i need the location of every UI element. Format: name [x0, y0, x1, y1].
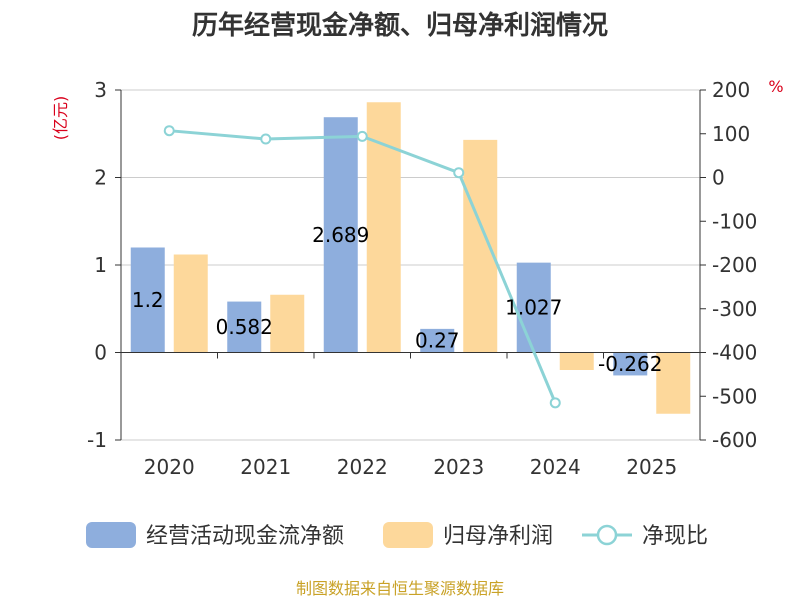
x-tick-label: 2022: [337, 455, 388, 479]
legend-swatch-profit: [383, 522, 433, 548]
right-axis-unit: %: [768, 77, 783, 96]
axes: -1 0 1 2 3 -600 -500 -400 -300 -200 -100 0 100 200 202…: [51, 77, 784, 479]
legend-swatch-cashflow: [86, 522, 136, 548]
left-tick-label: 3: [94, 78, 107, 102]
bar-profit: [270, 294, 305, 353]
left-tick-label: -1: [87, 428, 107, 452]
bar-profit: [463, 139, 498, 353]
cashflow-data-label: 0.582: [216, 315, 273, 339]
x-tick-label: 2021: [240, 455, 291, 479]
bar-profit: [559, 352, 594, 370]
cashflow-data-label: 1.027: [505, 296, 562, 320]
x-tick-label: 2020: [144, 455, 195, 479]
bar-profit: [656, 352, 691, 414]
source-note: 制图数据来自恒生聚源数据库: [296, 579, 504, 598]
legend-label-ratio: 净现比: [642, 524, 708, 549]
bar-cashflow: [613, 352, 648, 376]
bar-cashflow: [420, 328, 455, 353]
right-tick-label: -500: [712, 384, 757, 408]
left-tick-label: 2: [94, 166, 107, 190]
ratio-point: [549, 397, 561, 409]
ratio-point: [260, 133, 272, 145]
chart-title: 历年经营现金净额、归母净利润情况: [192, 10, 608, 41]
left-tick-label: 0: [94, 341, 107, 365]
cashflow-data-label: 2.689: [312, 223, 369, 247]
legend-marker-ratio: [596, 524, 618, 546]
bar-cashflow: [323, 117, 358, 353]
legend-label-profit: 归母净利润: [443, 524, 553, 549]
ratio-line-path: [169, 129, 557, 404]
ratio-line: [163, 125, 561, 409]
right-tick-label: 100: [712, 122, 750, 146]
cashflow-data-label: -0.262: [598, 352, 662, 376]
right-tick-label: 200: [712, 78, 750, 102]
ratio-point: [356, 130, 368, 142]
left-tick-label: 1: [94, 253, 107, 277]
x-tick-label: 2023: [433, 455, 484, 479]
bar-profit: [173, 254, 208, 353]
right-tick-label: -400: [712, 341, 757, 365]
cashflow-data-label: 0.27: [415, 329, 460, 353]
right-tick-label: 0: [712, 166, 725, 190]
right-tick-label: -300: [712, 297, 757, 321]
cashflow-data-label: 1.2: [132, 288, 164, 312]
data-labels: 1.2 0.582 2.689 0.27 1.027 -0.262: [132, 223, 663, 376]
right-tick-label: -200: [712, 253, 757, 277]
bars: [130, 102, 691, 414]
bar-cashflow: [130, 247, 165, 353]
bar-cashflow: [227, 301, 262, 353]
bar-cashflow: [516, 262, 551, 353]
right-tick-label: -600: [712, 428, 757, 452]
x-tick-label: 2025: [626, 455, 677, 479]
ratio-point: [163, 125, 175, 137]
grid-lines: [121, 89, 700, 441]
legend-label-cashflow: 经营活动现金流净额: [146, 524, 344, 549]
left-axis-unit: (亿元): [51, 96, 70, 141]
legend: 经营活动现金流净额 归母净利润 净现比: [86, 522, 708, 549]
ratio-point: [453, 167, 465, 179]
x-tick-label: 2024: [530, 455, 581, 479]
right-tick-label: -100: [712, 209, 757, 233]
